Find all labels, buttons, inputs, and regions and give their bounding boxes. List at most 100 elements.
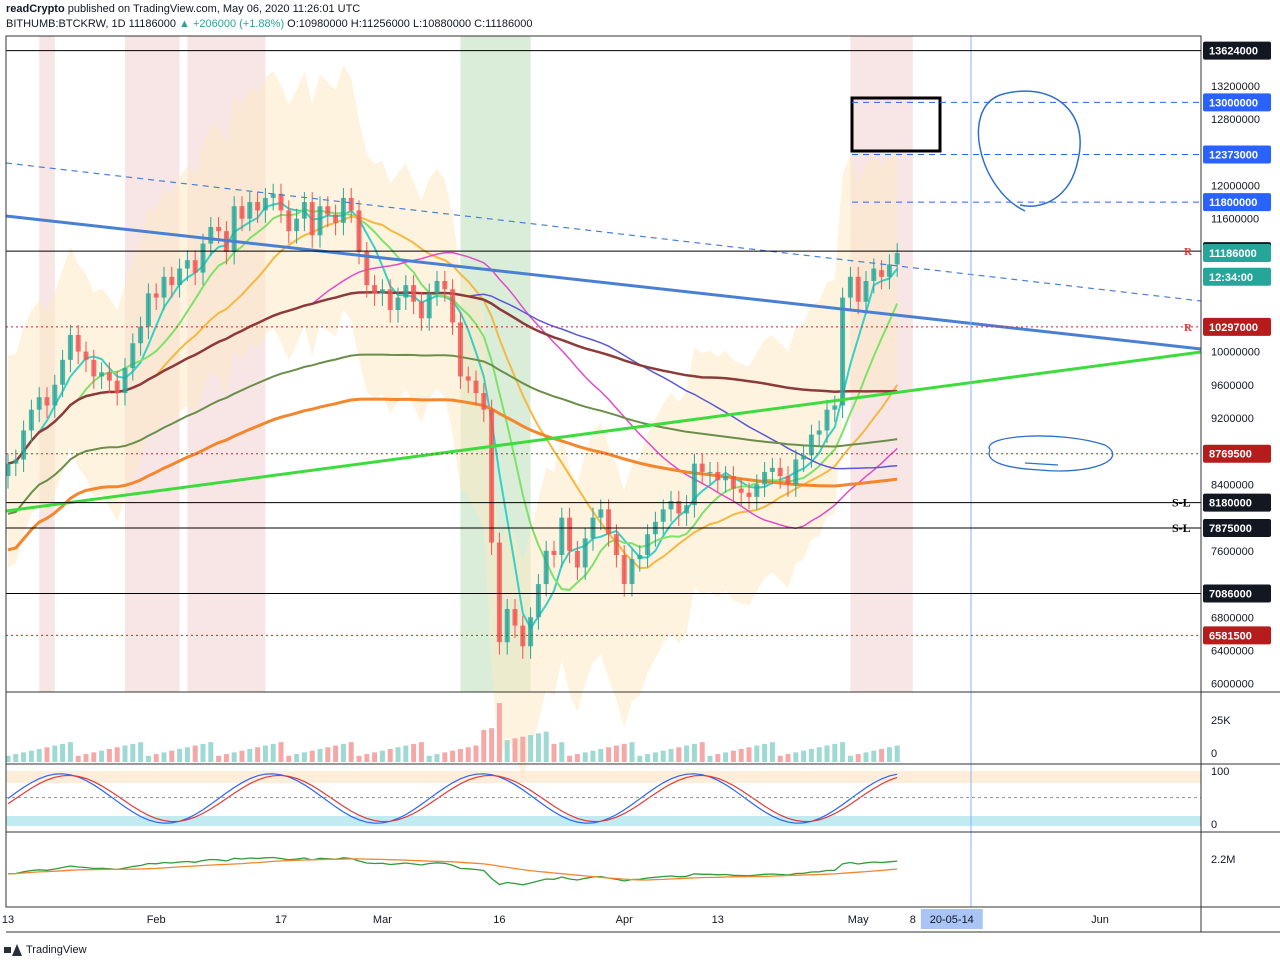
candle-body — [645, 534, 651, 555]
level-marker: S-L — [1172, 521, 1191, 535]
publisher-name[interactable]: readCrypto — [6, 3, 65, 15]
volume-bar — [130, 743, 136, 762]
candle-body — [496, 542, 502, 643]
candle-body — [379, 289, 385, 294]
price-tag — [1203, 493, 1271, 512]
candle-body — [574, 550, 580, 568]
volume-bar — [317, 748, 323, 762]
candle-body — [746, 492, 752, 497]
candle-body — [785, 476, 791, 485]
time-tick-label: 8 — [910, 914, 916, 926]
candle-body — [5, 463, 11, 477]
volume-bar — [621, 743, 627, 762]
candle-body — [769, 467, 775, 472]
time-tick-label: 17 — [275, 914, 287, 926]
candle-body — [504, 608, 510, 643]
candle-body — [832, 405, 838, 410]
volume-bar — [294, 754, 300, 762]
dashed-trendline — [5, 162, 1202, 302]
candle-body — [286, 210, 292, 232]
volume-bar — [652, 752, 658, 762]
candle-body — [847, 276, 853, 298]
candle-body — [317, 206, 323, 236]
volume-bar — [364, 754, 370, 762]
candle-body — [161, 276, 167, 298]
volume-tick-label: 0 — [1211, 748, 1217, 760]
candle-body — [99, 372, 105, 377]
price-tag — [1203, 584, 1271, 603]
drawings: R R S-L S-L — [5, 36, 1202, 907]
volume-bar — [676, 747, 682, 762]
candle-body — [723, 476, 729, 481]
volume-bar — [278, 742, 284, 762]
volume-bar — [114, 747, 120, 762]
ma-200-line — [7, 397, 898, 552]
stoch-tick-label: 100 — [1211, 766, 1229, 778]
price-tick-label: 10000000 — [1211, 347, 1260, 359]
volume-bar — [629, 742, 635, 762]
candle-body — [707, 471, 713, 473]
volume-bar — [871, 750, 877, 762]
time-tick-label: Mar — [373, 914, 392, 926]
price-tag — [1203, 93, 1271, 112]
candle-body — [551, 550, 557, 555]
volume-bar — [730, 750, 736, 762]
price-tag-label: 12373000 — [1209, 149, 1258, 161]
candle-body — [13, 459, 19, 464]
volume-bar — [223, 754, 229, 762]
volume-bar — [769, 742, 775, 762]
volume-bar — [590, 750, 596, 762]
candle-body — [637, 554, 643, 560]
candle-body — [691, 463, 697, 506]
ohlc-high: H:11256000 — [350, 18, 410, 30]
volume-bar — [707, 755, 713, 762]
candle-body — [793, 459, 799, 485]
volume-bar — [60, 743, 66, 762]
price-tag — [1203, 145, 1271, 164]
time-tick-label: May — [848, 914, 869, 926]
cloud-band — [8, 65, 898, 779]
price-tick-label: 9200000 — [1211, 413, 1254, 425]
time-axis[interactable]: 13 Feb 17 Mar 16 Apr 13 May 8 Jun 20-05-14 — [2, 909, 1109, 929]
time-tick-label: Feb — [147, 914, 166, 926]
volume-bar — [684, 745, 690, 762]
price-tag — [1203, 626, 1271, 645]
price-tag — [1203, 267, 1271, 286]
candle-body — [301, 202, 307, 219]
price-tag — [1203, 41, 1271, 60]
candle-body — [535, 584, 541, 618]
highlight-bands — [8, 36, 913, 779]
ohlc-close: C:11186000 — [474, 18, 533, 30]
candle-body — [192, 260, 198, 273]
candle-body — [91, 359, 97, 377]
volume-bar — [738, 748, 744, 762]
price-axis[interactable]: 13200000 12800000 12000000 11600000 10000000… — [1203, 41, 1271, 866]
volume-bar — [153, 754, 159, 762]
volume-bar — [762, 743, 768, 762]
footer-brand[interactable]: TradingView — [26, 944, 87, 956]
candle-body — [457, 322, 463, 377]
candle-body — [403, 285, 409, 298]
candle-body — [333, 214, 339, 223]
candle-body — [863, 280, 869, 302]
volume-bar — [184, 747, 190, 762]
candle-body — [684, 505, 690, 514]
candle-body — [520, 625, 526, 647]
symbol-name[interactable]: BITHUMB:BTCKRW, 1D — [6, 18, 126, 30]
candle-body — [145, 293, 151, 327]
volume-bar — [660, 750, 666, 762]
candle-body — [676, 501, 682, 514]
volume-bar — [192, 745, 198, 762]
stoch-overbought-zone — [6, 771, 1201, 783]
volume-bar — [699, 742, 705, 762]
time-tick-label: 13 — [2, 914, 14, 926]
volume-bar — [262, 745, 268, 762]
volume-bar — [106, 748, 112, 762]
volume-bar — [816, 747, 822, 762]
candle-body — [83, 351, 89, 360]
volume-bar — [528, 735, 534, 762]
candle-body — [106, 372, 112, 381]
time-tick-label: Apr — [616, 914, 633, 926]
candle-body — [60, 359, 66, 385]
